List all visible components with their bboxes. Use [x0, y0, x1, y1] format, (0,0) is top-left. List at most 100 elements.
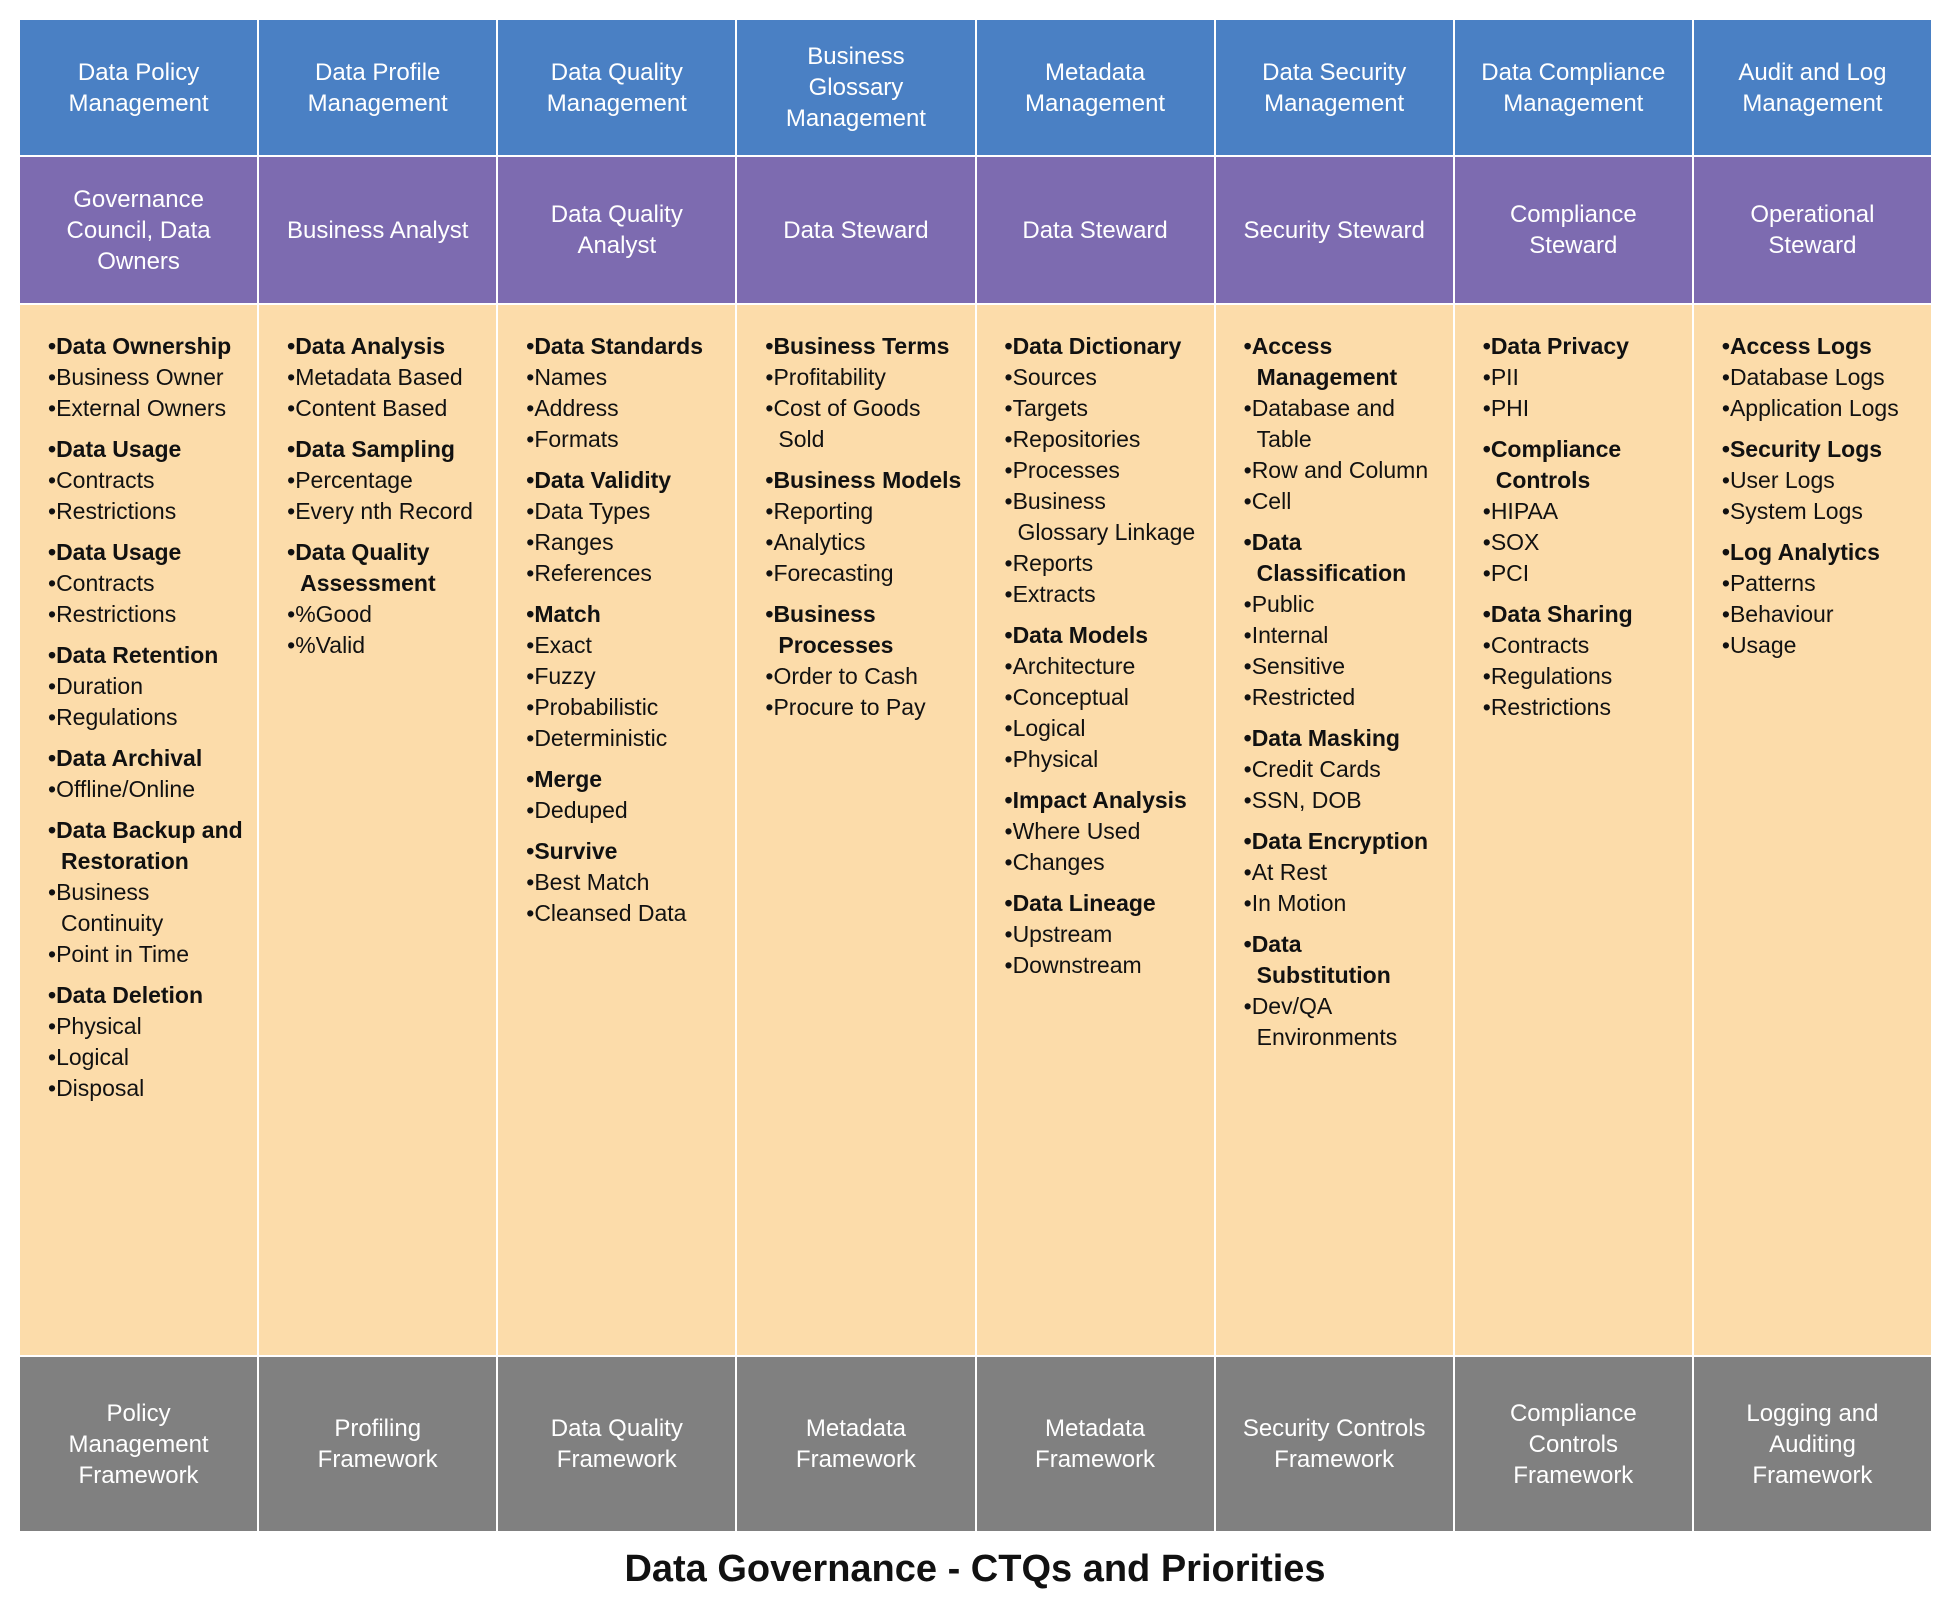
- group-item: Downstream: [1005, 950, 1202, 981]
- footer-cell-text: Profiling Framework: [317, 1415, 438, 1473]
- group-heading: Data Analysis: [287, 331, 484, 362]
- group-heading: Impact Analysis: [1005, 785, 1202, 816]
- group-heading: Data Models: [1005, 620, 1202, 651]
- item-group: Data EncryptionAt RestIn Motion: [1244, 826, 1441, 919]
- role-cell: Data Steward: [976, 157, 1214, 303]
- group-item: Reporting: [765, 496, 962, 527]
- item-group: Data DictionarySourcesTargetsRepositorie…: [1005, 331, 1202, 610]
- group-item: Architecture: [1005, 651, 1202, 682]
- group-heading: Data Standards: [526, 331, 723, 362]
- group-item: Changes: [1005, 847, 1202, 878]
- group-item: Sensitive: [1244, 651, 1441, 682]
- group-heading: Data Masking: [1244, 723, 1441, 754]
- column-header: Audit and Log Management: [1693, 20, 1931, 155]
- item-group: Access ManagementDatabase and TableRow a…: [1244, 331, 1441, 517]
- group-item: PII: [1483, 362, 1680, 393]
- item-group: Access LogsDatabase LogsApplication Logs: [1722, 331, 1919, 424]
- item-group: Data ModelsArchitectureConceptualLogical…: [1005, 620, 1202, 775]
- group-item: Database and Table: [1244, 393, 1441, 455]
- group-heading: Compliance Controls: [1483, 434, 1680, 496]
- group-item: Forecasting: [765, 558, 962, 589]
- group-heading: Match: [526, 599, 723, 630]
- group-heading: Data Sharing: [1483, 599, 1680, 630]
- item-group: Security LogsUser LogsSystem Logs: [1722, 434, 1919, 527]
- group-item: References: [526, 558, 723, 589]
- group-item: Restricted: [1244, 682, 1441, 713]
- group-heading: Data Encryption: [1244, 826, 1441, 857]
- group-heading: Data Deletion: [48, 980, 245, 1011]
- group-heading: Survive: [526, 836, 723, 867]
- group-item: Logical: [48, 1042, 245, 1073]
- footer-cell-text: Data Quality Framework: [550, 1415, 683, 1473]
- body-cell: Business TermsProfitabilityCost of Goods…: [737, 305, 975, 1355]
- group-item: Reports: [1005, 548, 1202, 579]
- group-heading: Data Usage: [48, 434, 245, 465]
- footer-cell-text: Logging and Auditing Framework: [1746, 1399, 1879, 1489]
- group-item: Profitability: [765, 362, 962, 393]
- footer-cell: Compliance Controls Framework: [1454, 1357, 1692, 1531]
- item-group: Impact AnalysisWhere UsedChanges: [1005, 785, 1202, 878]
- item-group: Data SubstitutionDev/QA Environments: [1244, 929, 1441, 1053]
- group-item: Application Logs: [1722, 393, 1919, 424]
- footer-cell: Logging and Auditing Framework: [1693, 1357, 1931, 1531]
- item-group: Data AnalysisMetadata BasedContent Based: [287, 331, 484, 424]
- group-heading: Data Usage: [48, 537, 245, 568]
- role-cell: Operational Steward: [1693, 157, 1931, 303]
- group-heading: Data Ownership: [48, 331, 245, 362]
- group-item: Internal: [1244, 620, 1441, 651]
- group-item: Analytics: [765, 527, 962, 558]
- group-item: Formats: [526, 424, 723, 455]
- item-group: SurviveBest MatchCleansed Data: [526, 836, 723, 929]
- group-item: Names: [526, 362, 723, 393]
- column-header: Metadata Management: [976, 20, 1214, 155]
- group-heading: Data Classification: [1244, 527, 1441, 589]
- group-item: At Rest: [1244, 857, 1441, 888]
- group-item: Duration: [48, 671, 245, 702]
- group-item: Ranges: [526, 527, 723, 558]
- group-item: Percentage: [287, 465, 484, 496]
- body-cell: Data OwnershipBusiness OwnerExternal Own…: [20, 305, 258, 1355]
- group-item: Contracts: [48, 568, 245, 599]
- group-item: Credit Cards: [1244, 754, 1441, 785]
- group-heading: Access Logs: [1722, 331, 1919, 362]
- column-header: Data Security Management: [1215, 20, 1453, 155]
- group-item: Cost of Goods Sold: [765, 393, 962, 455]
- group-item: Public: [1244, 589, 1441, 620]
- body-cell: Data StandardsNamesAddressFormatsData Va…: [498, 305, 736, 1355]
- group-heading: Data Substitution: [1244, 929, 1441, 991]
- column-header-text: Metadata Management: [1025, 58, 1166, 117]
- column-header-text: Data Security Management: [1262, 58, 1407, 117]
- footer-cell-text: Metadata Framework: [1035, 1415, 1156, 1473]
- body-cell: Access LogsDatabase LogsApplication Logs…: [1693, 305, 1931, 1355]
- column-header-text: Data Compliance Management: [1481, 58, 1666, 117]
- group-item: Restrictions: [1483, 692, 1680, 723]
- column-header-text: Business Glossary Management: [785, 43, 926, 132]
- group-item: Database Logs: [1722, 362, 1919, 393]
- group-item: Business Glossary Linkage: [1005, 486, 1202, 548]
- group-heading: Data Backup and Restoration: [48, 815, 245, 877]
- group-heading: Log Analytics: [1722, 537, 1919, 568]
- group-item: SOX: [1483, 527, 1680, 558]
- group-heading: Business Models: [765, 465, 962, 496]
- group-heading: Data Sampling: [287, 434, 484, 465]
- group-item: PCI: [1483, 558, 1680, 589]
- role-cell: Data Steward: [737, 157, 975, 303]
- group-item: Extracts: [1005, 579, 1202, 610]
- group-item: Probabilistic: [526, 692, 723, 723]
- governance-grid: Data Policy Management Data Profile Manag…: [20, 20, 1931, 1531]
- item-group: Data ValidityData TypesRangesReferences: [526, 465, 723, 589]
- group-item: Restrictions: [48, 599, 245, 630]
- item-group: Data Quality Assessment%Good%Valid: [287, 537, 484, 661]
- item-group: Data UsageContractsRestrictions: [48, 537, 245, 630]
- group-heading: Security Logs: [1722, 434, 1919, 465]
- group-heading: Data Retention: [48, 640, 245, 671]
- role-cell-text: Data Quality Analyst: [550, 201, 683, 259]
- item-group: Data OwnershipBusiness OwnerExternal Own…: [48, 331, 245, 424]
- role-cell-text: Compliance Steward: [1509, 201, 1637, 259]
- footer-cell: Security Controls Framework: [1215, 1357, 1453, 1531]
- group-item: User Logs: [1722, 465, 1919, 496]
- group-item: Deterministic: [526, 723, 723, 754]
- footer-cell: Policy Management Framework: [20, 1357, 258, 1531]
- group-item: Processes: [1005, 455, 1202, 486]
- group-heading: Data Dictionary: [1005, 331, 1202, 362]
